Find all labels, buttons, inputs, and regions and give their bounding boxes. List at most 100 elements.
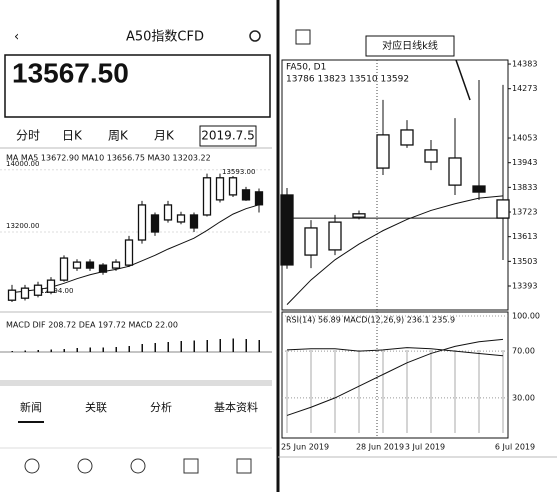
macd-bar bbox=[193, 340, 195, 352]
y-tick-label: 13723 bbox=[512, 208, 537, 217]
period-tab[interactable]: 分时 bbox=[16, 129, 40, 143]
low-label: 12494.00 bbox=[40, 287, 73, 295]
price-pane bbox=[281, 59, 509, 311]
candle-body bbox=[163, 204, 173, 221]
macd-bar bbox=[76, 348, 78, 352]
macd-bar bbox=[128, 346, 130, 352]
candle-body bbox=[85, 261, 95, 269]
osc-text: RSI(14) 56.89 MACD(12,26,9) 236.1 235.9 bbox=[286, 316, 455, 325]
y-tick-label: 13503 bbox=[512, 257, 537, 266]
x-tick-label: 28 Jun 2019 bbox=[356, 443, 404, 452]
candle-body bbox=[46, 279, 56, 293]
arrow bbox=[455, 59, 471, 101]
macd-bar bbox=[258, 340, 260, 352]
period-tab[interactable]: 月K bbox=[154, 129, 175, 143]
candle-body bbox=[124, 239, 134, 266]
news-tab[interactable]: 新闻 bbox=[20, 400, 42, 414]
candle-body bbox=[189, 214, 199, 229]
macd-bar bbox=[245, 339, 247, 352]
date: 2019.7.5 bbox=[201, 129, 254, 143]
y-tick-label: 13613 bbox=[512, 232, 537, 241]
candle-body bbox=[7, 289, 17, 301]
candle-body bbox=[376, 134, 390, 169]
search-icon[interactable] bbox=[249, 30, 261, 42]
candle-body bbox=[472, 185, 486, 193]
candle-body bbox=[400, 129, 414, 146]
macd-bar bbox=[232, 338, 234, 352]
nav-icon[interactable] bbox=[183, 458, 199, 474]
candle-body bbox=[215, 177, 225, 201]
note-box bbox=[365, 35, 455, 57]
y-tick-label: 13393 bbox=[512, 282, 537, 291]
candle-body bbox=[111, 261, 121, 269]
macd-text: MACD DIF 208.72 DEA 197.72 MACD 22.00 bbox=[6, 321, 178, 330]
candle-body bbox=[72, 261, 82, 269]
candle-body bbox=[33, 284, 43, 296]
candle-body bbox=[352, 213, 366, 218]
period-tab[interactable]: 周K bbox=[108, 129, 129, 143]
osc-pane bbox=[281, 311, 509, 439]
macd-bar bbox=[89, 347, 91, 352]
macd-bar bbox=[102, 347, 104, 352]
note: 对应日线k线 bbox=[382, 39, 438, 52]
macd-bar bbox=[167, 342, 169, 352]
bottom-nav bbox=[24, 458, 252, 474]
candle-body bbox=[448, 157, 462, 186]
price: 13567.50 bbox=[12, 57, 129, 88]
candle-body bbox=[20, 287, 30, 299]
nav-icon[interactable] bbox=[236, 458, 252, 474]
ma-text: MA MA5 13672.90 MA10 13656.75 MA30 13203… bbox=[6, 154, 211, 163]
osc-line bbox=[286, 338, 504, 416]
macd-bar bbox=[63, 349, 65, 352]
y-tick-label: 13943 bbox=[512, 158, 537, 167]
ma-line bbox=[286, 195, 504, 305]
macd-bar bbox=[50, 349, 52, 352]
x-tick-label: 6 Jul 2019 bbox=[495, 443, 535, 452]
candle-body bbox=[228, 177, 238, 196]
symbol: FA50, D1 bbox=[286, 63, 326, 73]
osc-line bbox=[286, 347, 504, 357]
osc-tick-label: 70.00 bbox=[512, 347, 535, 356]
y-tick-label: 13200.00 bbox=[6, 222, 39, 230]
macd-bar bbox=[37, 350, 39, 352]
nav-icon[interactable] bbox=[130, 458, 146, 474]
x-tick-label: 3 Jul 2019 bbox=[405, 443, 445, 452]
macd-bar bbox=[141, 344, 143, 352]
y-tick-label: 13833 bbox=[512, 183, 537, 192]
y-tick-label: 14000.00 bbox=[6, 160, 39, 168]
y-tick-label: 14273 bbox=[512, 84, 537, 93]
right-panel bbox=[278, 0, 557, 492]
candle-body bbox=[254, 191, 264, 206]
macd-bar bbox=[115, 347, 117, 352]
candle-body bbox=[304, 227, 318, 256]
macd-bar bbox=[11, 351, 13, 352]
macd-bar bbox=[206, 340, 208, 352]
date-box bbox=[199, 125, 257, 147]
high-label: 13593.00 bbox=[222, 168, 255, 176]
candle-body bbox=[176, 214, 186, 223]
back-arrow[interactable]: ‹ bbox=[14, 30, 19, 45]
candle-body bbox=[241, 189, 251, 201]
candle-body bbox=[424, 149, 438, 163]
candle-body bbox=[202, 177, 212, 216]
x-tick-label: 25 Jun 2019 bbox=[281, 443, 329, 452]
news-tab[interactable]: 关联 bbox=[85, 400, 107, 414]
ohlc: 13786 13823 13510 13592 bbox=[286, 75, 409, 85]
news-tab[interactable]: 基本资料 bbox=[214, 400, 258, 414]
candle-body bbox=[280, 194, 294, 266]
nav-icon[interactable] bbox=[77, 458, 93, 474]
price-box bbox=[4, 54, 271, 118]
macd-bar bbox=[219, 339, 221, 352]
news-tab[interactable]: 分析 bbox=[150, 400, 172, 414]
macd-bar bbox=[154, 343, 156, 352]
candle-body bbox=[98, 264, 108, 273]
candle-body bbox=[328, 221, 342, 251]
osc-tick-label: 100.00 bbox=[512, 312, 540, 321]
toolbar-icon[interactable] bbox=[295, 29, 311, 45]
candle-body bbox=[496, 199, 510, 219]
period-tab[interactable]: 日K bbox=[62, 129, 83, 143]
y-tick-label: 14383 bbox=[512, 60, 537, 69]
nav-icon[interactable] bbox=[24, 458, 40, 474]
y-tick-label: 14053 bbox=[512, 134, 537, 143]
